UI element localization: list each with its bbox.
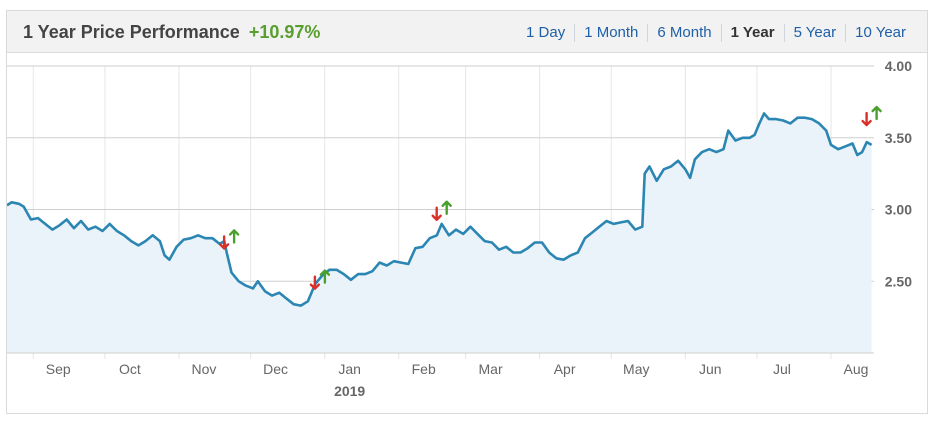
range-1-year[interactable]: 1 Year [720, 24, 784, 42]
range-6-month[interactable]: 6 Month [647, 24, 720, 42]
up-arrow-icon [871, 105, 882, 121]
down-arrow-icon [861, 111, 872, 127]
y-tick-label: 3.00 [885, 202, 912, 218]
range-1-month[interactable]: 1 Month [574, 24, 647, 42]
year-label: 2019 [334, 383, 365, 399]
range-10-year[interactable]: 10 Year [845, 24, 915, 42]
price-chart: 4.00 3.50 3.00 2.50 Sep Oct Nov Dec Jan Feb Mar Apr… [7, 58, 912, 399]
price-area [7, 113, 872, 354]
x-tick-label: Jan [338, 361, 361, 377]
x-tick-label: Apr [554, 361, 576, 377]
y-tick-label: 2.50 [885, 273, 912, 289]
up-arrow-icon [228, 229, 240, 244]
x-tick-label: Sep [46, 361, 71, 377]
down-arrow-icon [218, 235, 230, 250]
x-tick-label: Aug [844, 361, 869, 377]
chart-header: 1 Year Price Performance +10.97% 1 Day 1 … [7, 11, 927, 53]
x-tick-label: Oct [119, 361, 141, 377]
time-range-selector: 1 Day 1 Month 6 Month 1 Year 5 Year 10 Year [517, 24, 915, 42]
price-performance-panel: 1 Year Price Performance +10.97% 1 Day 1 … [6, 10, 928, 414]
y-tick-label: 3.50 [885, 130, 912, 146]
performance-change: +10.97% [248, 22, 321, 42]
x-tick-label: Dec [263, 361, 288, 377]
x-tick-label: Feb [412, 361, 436, 377]
x-tick-label: Mar [479, 361, 503, 377]
chart-title-text: 1 Year Price Performance [23, 22, 240, 42]
price-line [7, 112, 873, 307]
x-tick-label: Jun [699, 361, 722, 377]
x-tick-label: May [623, 361, 649, 377]
down-arrow-icon [309, 275, 321, 290]
y-tick-label: 4.00 [885, 58, 912, 74]
range-1-day[interactable]: 1 Day [526, 24, 566, 41]
up-arrow-icon [441, 200, 452, 215]
chart-title: 1 Year Price Performance +10.97% [23, 22, 320, 43]
x-tick-label: Nov [192, 361, 217, 377]
x-tick-label: Jul [773, 361, 791, 377]
down-arrow-icon [431, 206, 442, 221]
range-5-year[interactable]: 5 Year [783, 24, 846, 42]
up-arrow-icon [319, 269, 331, 284]
